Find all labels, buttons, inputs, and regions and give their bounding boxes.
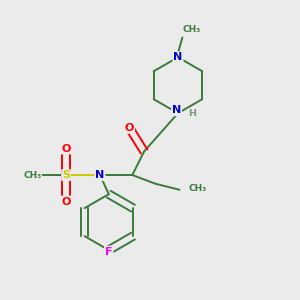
- Text: CH₃: CH₃: [182, 25, 201, 34]
- Text: O: O: [61, 196, 71, 206]
- Text: CH₃: CH₃: [188, 184, 206, 193]
- Text: F: F: [105, 247, 112, 256]
- Text: N: N: [173, 52, 183, 62]
- Text: O: O: [125, 123, 134, 133]
- Text: N: N: [95, 170, 105, 180]
- Text: CH₃: CH₃: [23, 170, 41, 179]
- Text: S: S: [62, 170, 70, 180]
- Text: O: O: [61, 143, 71, 154]
- Text: H: H: [188, 109, 196, 118]
- Text: N: N: [172, 105, 181, 115]
